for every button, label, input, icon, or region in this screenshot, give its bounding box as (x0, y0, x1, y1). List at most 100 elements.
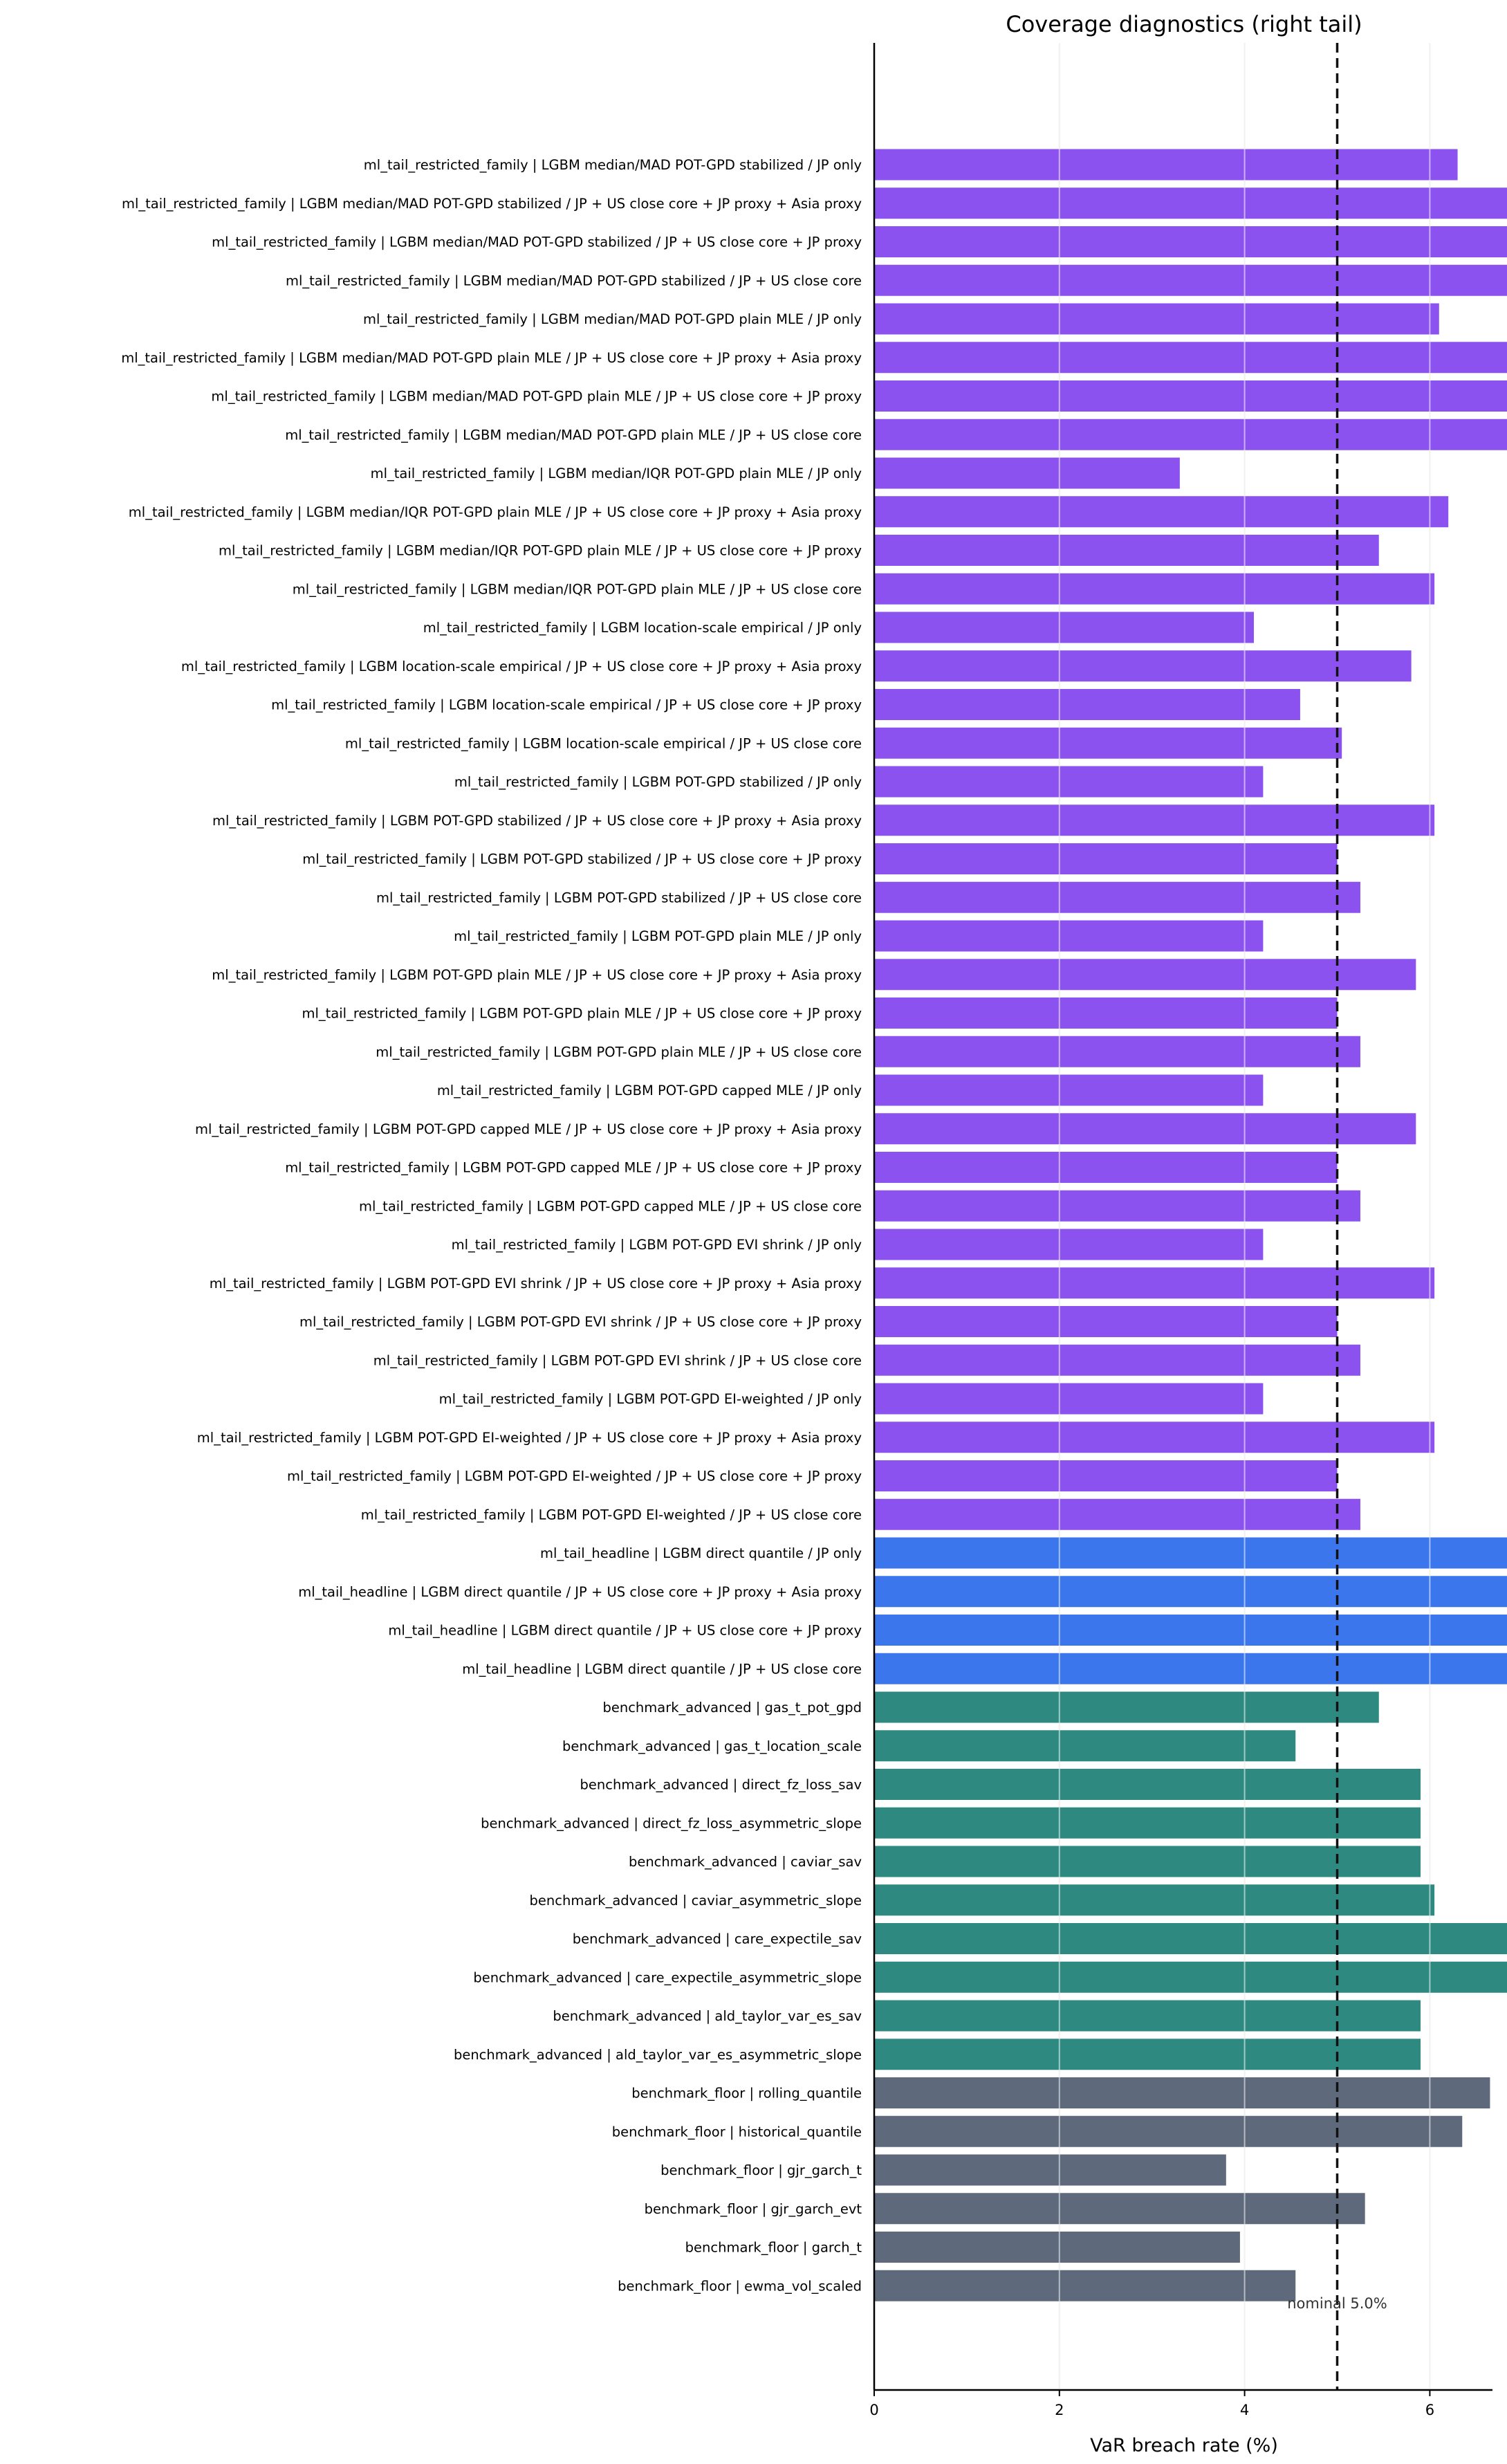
category-label: ml_tail_restricted_family | LGBM median/… (285, 427, 862, 443)
reference-line-label: nominal 5.0% (1287, 2295, 1387, 2312)
bar (874, 727, 1342, 759)
bar (874, 843, 1338, 874)
bar (874, 187, 1507, 219)
x-axis-label: VaR breach rate (%) (1090, 2435, 1278, 2456)
category-label: ml_tail_restricted_family | LGBM median/… (121, 350, 862, 366)
category-label: ml_tail_headline | LGBM direct quantile … (388, 1623, 862, 1639)
category-label: ml_tail_restricted_family | LGBM median/… (122, 196, 862, 212)
bar (874, 535, 1379, 566)
category-label: ml_tail_restricted_family | LGBM median/… (211, 389, 862, 405)
category-label: ml_tail_restricted_family | LGBM POT-GPD… (454, 928, 862, 944)
category-label: ml_tail_restricted_family | LGBM POT-GPD… (376, 890, 862, 905)
category-label: ml_tail_restricted_family | LGBM locatio… (181, 659, 862, 674)
bar (874, 1383, 1264, 1415)
category-label: ml_tail_restricted_family | LGBM median/… (219, 543, 862, 559)
category-label: ml_tail_restricted_family | LGBM locatio… (345, 735, 862, 751)
bar (874, 573, 1435, 605)
bar (874, 1653, 1507, 1684)
category-label: ml_tail_headline | LGBM direct quantile … (462, 1661, 862, 1677)
category-label: benchmark_advanced | care_expectile_sav (573, 1931, 862, 1947)
category-label: ml_tail_headline | LGBM direct quantile … (540, 1545, 862, 1561)
bar (874, 1537, 1507, 1569)
category-labels: ml_tail_restricted_family | LGBM median/… (121, 157, 862, 2294)
category-label: ml_tail_restricted_family | LGBM POT-GPD… (439, 1391, 862, 1407)
bar (874, 997, 1338, 1029)
bar (874, 1152, 1338, 1183)
category-label: ml_tail_restricted_family | LGBM POT-GPD… (285, 1160, 862, 1176)
category-label: ml_tail_restricted_family | LGBM POT-GPD… (454, 774, 862, 790)
category-label: ml_tail_restricted_family | LGBM POT-GPD… (376, 1044, 862, 1060)
bar (874, 1691, 1379, 1723)
category-label: benchmark_floor | gjr_garch_evt (645, 2201, 862, 2217)
category-label: ml_tail_restricted_family | LGBM POT-GPD… (302, 1006, 862, 1022)
category-label: ml_tail_restricted_family | LGBM median/… (364, 157, 862, 173)
bar (874, 612, 1254, 643)
category-label: benchmark_advanced | caviar_sav (629, 1854, 862, 1870)
bar (874, 496, 1449, 528)
bar (874, 457, 1180, 489)
category-label: ml_tail_restricted_family | LGBM POT-GPD… (197, 1430, 862, 1446)
bar (874, 689, 1300, 720)
category-label: benchmark_advanced | ald_taylor_var_es_a… (454, 2047, 862, 2063)
category-label: benchmark_advanced | ald_taylor_var_es_s… (553, 2008, 862, 2024)
category-label: benchmark_advanced | care_expectile_asym… (473, 1969, 862, 1985)
category-label: ml_tail_restricted_family | LGBM POT-GPD… (299, 1314, 862, 1330)
bar (874, 1113, 1416, 1145)
category-label: ml_tail_restricted_family | LGBM POT-GPD… (212, 967, 862, 983)
category-label: ml_tail_restricted_family | LGBM POT-GPD… (212, 813, 862, 829)
bar (874, 1498, 1360, 1530)
bar (874, 2115, 1463, 2147)
bar (874, 805, 1435, 836)
x-tick-label: 4 (1240, 2402, 1249, 2418)
bar (874, 1306, 1338, 1337)
category-label: ml_tail_restricted_family | LGBM locatio… (271, 697, 862, 713)
category-label: benchmark_advanced | direct_fz_loss_asym… (481, 1815, 862, 1831)
category-label: ml_tail_restricted_family | LGBM median/… (212, 235, 862, 250)
bar (874, 1615, 1507, 1646)
reference-line-group: nominal 5.0% (1287, 43, 1387, 2390)
bar (874, 1846, 1421, 1877)
category-label: ml_tail_restricted_family | LGBM POT-GPD… (359, 1198, 862, 1214)
bar (874, 959, 1416, 991)
category-label: benchmark_advanced | gas_t_location_scal… (562, 1738, 862, 1754)
category-label: ml_tail_restricted_family | LGBM median/… (286, 273, 862, 288)
category-label: ml_tail_headline | LGBM direct quantile … (298, 1584, 862, 1600)
bar (874, 1884, 1435, 1916)
bar-gridlines (1058, 43, 1431, 2390)
bar (874, 380, 1507, 412)
category-label: benchmark_floor | ewma_vol_scaled (618, 2278, 862, 2294)
category-label: ml_tail_restricted_family | LGBM POT-GPD… (373, 1352, 862, 1368)
bar (874, 2077, 1490, 2108)
category-label: benchmark_advanced | direct_fz_loss_sav (580, 1777, 862, 1793)
bar (874, 2154, 1226, 2186)
bar (874, 2000, 1421, 2032)
category-label: benchmark_advanced | caviar_asymmetric_s… (530, 1893, 862, 1909)
bar (874, 881, 1360, 913)
bar (874, 1422, 1435, 1453)
category-label: ml_tail_restricted_family | LGBM POT-GPD… (437, 1083, 862, 1098)
x-tick-label: 6 (1425, 2402, 1434, 2418)
bar (874, 264, 1507, 296)
category-label: ml_tail_restricted_family | LGBM median/… (129, 504, 862, 520)
category-label: ml_tail_restricted_family | LGBM median/… (293, 581, 862, 597)
bar (874, 650, 1412, 682)
bars (874, 43, 1507, 2390)
category-label: ml_tail_restricted_family | LGBM POT-GPD… (195, 1121, 862, 1137)
bar (874, 342, 1507, 374)
bar (874, 920, 1264, 952)
bar (874, 419, 1507, 450)
bar (874, 2270, 1296, 2301)
bar (874, 1344, 1360, 1376)
category-label: benchmark_floor | garch_t (685, 2240, 862, 2256)
bar (874, 766, 1264, 798)
bar (874, 1036, 1360, 1067)
bar (874, 2193, 1365, 2225)
bar (874, 1961, 1507, 1993)
bar (874, 1807, 1421, 1839)
bar (874, 2039, 1421, 2070)
bar (874, 303, 1439, 335)
bar (874, 1923, 1507, 1954)
x-tick-label: 2 (1055, 2402, 1064, 2418)
category-label: benchmark_floor | rolling_quantile (631, 2086, 862, 2102)
